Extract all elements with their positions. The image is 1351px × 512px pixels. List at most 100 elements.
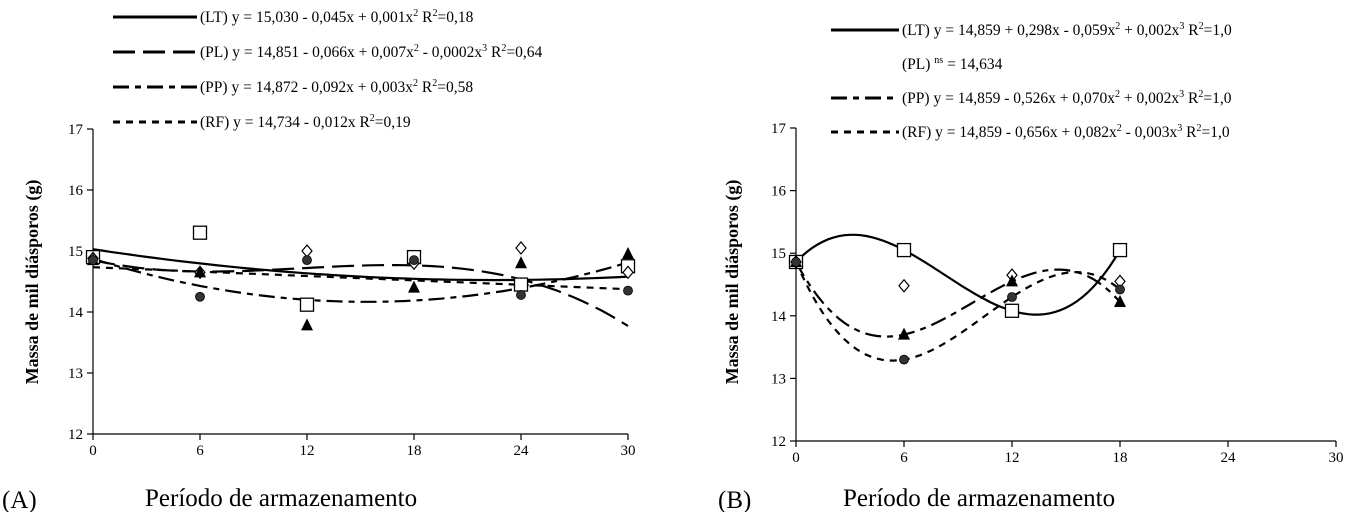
y-tick-label: 15 bbox=[771, 246, 786, 262]
x-tick-label: 6 bbox=[196, 443, 204, 459]
legend-entry-pp: (PP) y = 14,872 - 0,092x + 0,003x2 R2=0,… bbox=[200, 78, 473, 96]
legend-superscript: 2 bbox=[432, 8, 437, 19]
legend-equation: y = 14,872 - 0,092x + 0,003x bbox=[231, 79, 413, 96]
data-point-rf bbox=[899, 354, 909, 365]
x-axis-label: Período de armazenamento bbox=[145, 485, 417, 512]
data-point-lt bbox=[1112, 242, 1128, 258]
legend-superscript: 2 bbox=[1115, 89, 1120, 100]
legend-equation: y = 14,851 - 0,066x + 0,007x bbox=[232, 44, 414, 61]
legend-superscript: 3 bbox=[1177, 123, 1182, 134]
y-tick-label: 17 bbox=[68, 122, 84, 138]
data-point-lt bbox=[513, 277, 529, 292]
legend-equation: R bbox=[1184, 22, 1199, 39]
data-point-rf bbox=[302, 255, 312, 266]
x-tick-label: 24 bbox=[514, 443, 530, 459]
legend-series-name: (RF) bbox=[902, 124, 935, 141]
legend-superscript: ns bbox=[934, 55, 943, 66]
data-point-pp bbox=[1006, 274, 1018, 287]
data-point-rf bbox=[1115, 284, 1125, 295]
legend-superscript: 2 bbox=[370, 113, 375, 124]
legend-equation: = 14,634 bbox=[943, 56, 1002, 73]
legend-equation: - 0,003x bbox=[1122, 124, 1178, 141]
legend-equation: R bbox=[418, 79, 433, 96]
legend-superscript: 2 bbox=[1115, 21, 1120, 32]
legend-equation: R bbox=[1182, 124, 1197, 141]
legend-entry-lt: (LT) y = 15,030 - 0,045x + 0,001x2 R2=0,… bbox=[200, 8, 474, 26]
y-tick-label: 14 bbox=[68, 305, 84, 321]
data-point-pl bbox=[622, 265, 634, 280]
legend-equation: =1,0 bbox=[1203, 90, 1231, 107]
legend-series-name: (PP) bbox=[902, 90, 933, 107]
data-point-pp bbox=[408, 280, 420, 293]
data-point-lt bbox=[299, 297, 315, 312]
legend-entry-pp: (PP) y = 14,859 - 0,526x + 0,070x2 + 0,0… bbox=[902, 89, 1232, 107]
y-tick-label: 13 bbox=[771, 371, 786, 387]
legend-entry-pl: (PL) y = 14,851 - 0,066x + 0,007x2 - 0,0… bbox=[200, 43, 542, 61]
legend-equation: =1,0 bbox=[1204, 22, 1232, 39]
chart-panel-a: 12 13 14 15 16 17 0 6 12 18 24 30 (A) Período de arma… bbox=[2, 8, 636, 512]
series-line-lt bbox=[795, 233, 1121, 316]
data-point-rf bbox=[195, 291, 205, 302]
legend-superscript: 2 bbox=[1117, 123, 1122, 134]
x-tick-label: 18 bbox=[1113, 450, 1128, 466]
y-tick-label: 13 bbox=[68, 366, 83, 382]
legend-series-name: (PP) bbox=[200, 79, 231, 96]
data-point-pl bbox=[301, 244, 313, 258]
data-point-rf bbox=[88, 255, 98, 266]
series-line-rf bbox=[92, 266, 629, 291]
legend-equation: y = 14,859 + 0,298x - 0,059x bbox=[934, 22, 1116, 39]
legend-equation: y = 15,030 - 0,045x + 0,001x bbox=[232, 9, 414, 26]
x-tick-label: 12 bbox=[1005, 450, 1020, 466]
legend-superscript: 2 bbox=[413, 8, 418, 19]
legend-superscript: 3 bbox=[482, 43, 487, 54]
data-point-pl bbox=[515, 241, 527, 255]
legend-superscript: 2 bbox=[501, 43, 506, 54]
data-point-pp bbox=[898, 327, 910, 340]
legend-series-name: (LT) bbox=[200, 9, 232, 26]
y-tick-label: 12 bbox=[68, 427, 83, 443]
y-tick-label: 14 bbox=[771, 309, 787, 325]
legend-series-name: (LT) bbox=[902, 22, 934, 39]
data-point-rf bbox=[409, 255, 419, 266]
legend-equation: y = 14,734 - 0,012x R bbox=[233, 114, 370, 131]
data-point-rf bbox=[623, 285, 633, 296]
data-point-pp bbox=[301, 318, 313, 331]
y-tick-label: 17 bbox=[771, 121, 787, 137]
data-point-rf bbox=[1007, 292, 1017, 302]
chart-panel-b: 12 13 14 15 16 17 0 6 12 18 24 30 (B) Período de arma… bbox=[718, 21, 1344, 512]
series-line-pp bbox=[795, 261, 1121, 338]
legend-equation: =0,64 bbox=[506, 44, 542, 61]
x-tick-label: 0 bbox=[89, 443, 97, 459]
legend-superscript: 2 bbox=[414, 43, 419, 54]
legend-superscript: 3 bbox=[1179, 21, 1184, 32]
x-tick-label: 0 bbox=[792, 450, 800, 466]
legend-series-name: (PL) bbox=[902, 56, 934, 73]
y-axis-label: Massa de mil diásporos (g) bbox=[722, 180, 743, 385]
legend-equation: y = 14,859 - 0,526x + 0,070x bbox=[933, 90, 1115, 107]
series-line-lt bbox=[92, 248, 629, 282]
legend-series-name: (RF) bbox=[200, 114, 233, 131]
panel-label: (B) bbox=[718, 487, 751, 512]
y-tick-label: 15 bbox=[68, 244, 83, 260]
legend-entry-rf: (RF) y = 14,734 - 0,012x R2=0,19 bbox=[200, 113, 411, 131]
data-point-pp bbox=[515, 256, 527, 269]
legend-equation: R bbox=[487, 44, 502, 61]
data-point-pp bbox=[622, 247, 634, 260]
panel-label: (A) bbox=[2, 487, 37, 512]
legend-series-name: (PL) bbox=[200, 44, 232, 61]
x-tick-label: 12 bbox=[300, 443, 315, 459]
series-line-pl bbox=[92, 259, 629, 327]
legend-equation: y = 14,859 - 0,656x + 0,082x bbox=[935, 124, 1117, 141]
legend-superscript: 2 bbox=[432, 78, 437, 89]
legend-superscript: 2 bbox=[413, 78, 418, 89]
legend-superscript: 2 bbox=[1199, 21, 1204, 32]
y-axis-label: Massa de mil diásporos (g) bbox=[22, 180, 43, 385]
legend-entry-pl: (PL) ns = 14,634 bbox=[902, 55, 1003, 73]
y-tick-label: 12 bbox=[771, 434, 786, 450]
data-point-pl bbox=[898, 278, 910, 293]
x-tick-label: 24 bbox=[1221, 450, 1237, 466]
data-point-pp bbox=[1114, 295, 1126, 308]
legend-equation: =0,18 bbox=[437, 9, 473, 26]
data-point-lt bbox=[896, 242, 912, 258]
